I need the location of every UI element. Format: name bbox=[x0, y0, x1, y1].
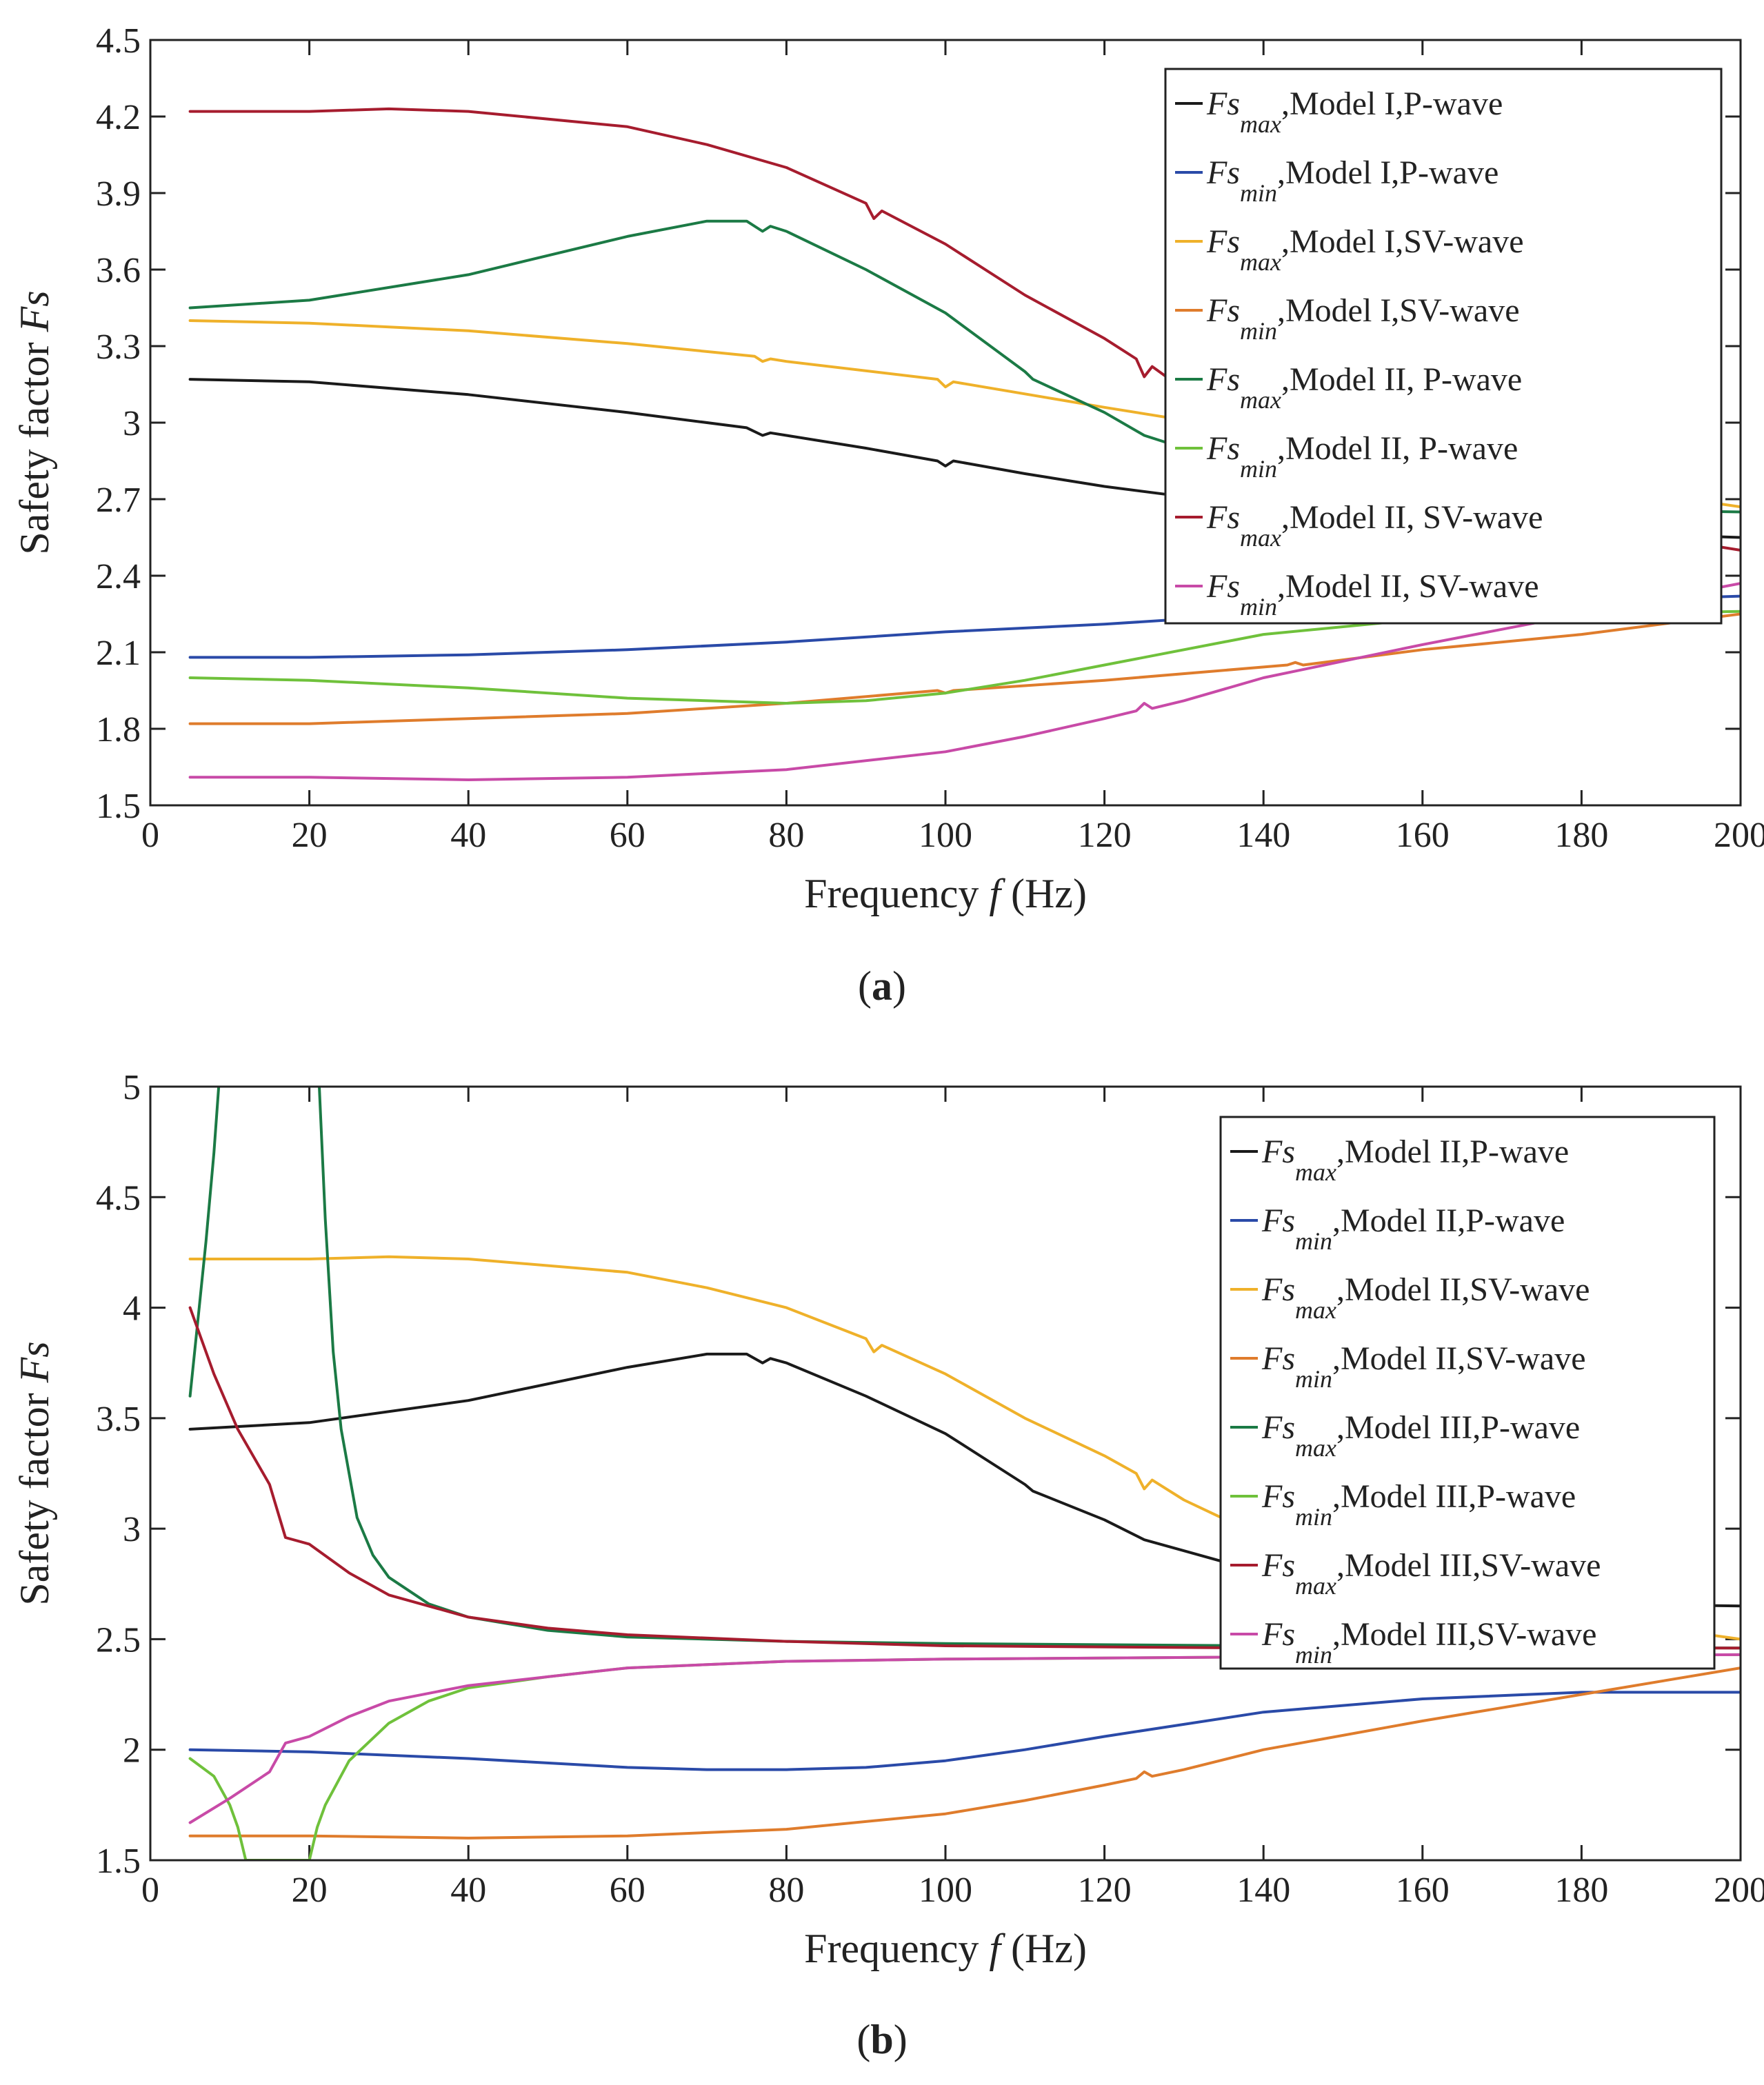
panel-b-legend-entry-2: Fsmin,Model II,P-wave bbox=[1261, 1202, 1565, 1255]
panel-a-series-line-6 bbox=[188, 610, 1741, 705]
panel-a-xtick-label: 160 bbox=[1396, 816, 1450, 855]
panel-b-ytick-label: 3 bbox=[123, 1510, 141, 1549]
panel-b-series-line-7 bbox=[188, 1306, 1741, 1650]
panel-a-xtick-label: 120 bbox=[1078, 816, 1132, 855]
panel-b-xtick-label: 200 bbox=[1714, 1871, 1764, 1910]
panel-a-legend-entry-8: Fsmin,Model II, SV-wave bbox=[1206, 568, 1539, 621]
panel-b-legend-box bbox=[1219, 1116, 1716, 1670]
panel-b-legend-entry-5: Fsmax,Model III,P-wave bbox=[1261, 1409, 1580, 1462]
panel-b-xtick-label: 140 bbox=[1236, 1871, 1290, 1910]
panel-b-xtick-label: 80 bbox=[768, 1871, 804, 1910]
panel-a-xtick-label: 140 bbox=[1236, 816, 1290, 855]
panel-b-ytick-label: 4.5 bbox=[96, 1178, 141, 1218]
panel-a-legend: Fsmax,Model I,P-wave Fsmin,Model I,P-wave… bbox=[1164, 68, 1723, 625]
panel-a-legend-entry-4: Fsmin,Model I,SV-wave bbox=[1206, 292, 1520, 345]
panel-b-y-axis-title: Safety factor Fs bbox=[12, 1341, 57, 1605]
panel-b-xtick-label: 100 bbox=[919, 1871, 972, 1910]
panel-a-legend-entry-3: Fsmax,Model I,SV-wave bbox=[1206, 223, 1524, 276]
panel-a-legend-entry-6: Fsmin,Model II, P-wave bbox=[1206, 430, 1518, 483]
panel-a-xtick-label: 60 bbox=[610, 816, 645, 855]
panel-a-ytick-label: 2.1 bbox=[96, 634, 141, 673]
panel-b-chart: 0 20 40 60 80 100 120 140 160 180 200 1.5 2 2.5 3 3.5 4 4… bbox=[12, 1068, 1764, 1971]
panel-b-axes-frame bbox=[149, 1085, 1742, 1862]
panel-a-ytick-label: 1.5 bbox=[96, 787, 141, 826]
panel-a-chart: 0 20 40 60 80 100 120 140 160 180 200 1.5 1.8 2.1 2.4 2… bbox=[12, 21, 1764, 916]
panel-b-legend-entry-4: Fsmin,Model II,SV-wave bbox=[1261, 1340, 1586, 1393]
panel-a-xtick-label: 80 bbox=[768, 816, 804, 855]
panel-b-xtick-label: 20 bbox=[292, 1871, 328, 1910]
panel-a-ytick-label: 3 bbox=[123, 404, 141, 443]
panel-a-x-axis-title: Frequency f (Hz) bbox=[804, 871, 1087, 916]
panel-b-ytick-label: 5 bbox=[123, 1068, 141, 1107]
panel-b-ytick-label: 1.5 bbox=[96, 1842, 141, 1881]
panel-b-xtick-label: 120 bbox=[1078, 1871, 1132, 1910]
panel-b-xtick-label: 60 bbox=[610, 1871, 645, 1910]
panel-a-xtick-label: 200 bbox=[1714, 816, 1764, 855]
panel-a-ytick-label: 2.7 bbox=[96, 481, 141, 520]
panel-b-xtick-label: 40 bbox=[450, 1871, 486, 1910]
panel-b-ytick-label: 3.5 bbox=[96, 1400, 141, 1439]
panel-b-legend-entry-1: Fsmax,Model II,P-wave bbox=[1261, 1134, 1569, 1186]
panel-b-label: (b) bbox=[856, 2017, 907, 2062]
panel-b-legend-entry-3: Fsmax,Model II,SV-wave bbox=[1261, 1271, 1590, 1324]
panel-b-xtick-label: 160 bbox=[1396, 1871, 1450, 1910]
panel-b-legend-entry-6: Fsmin,Model III,P-wave bbox=[1261, 1478, 1576, 1531]
panel-a-ytick-label: 1.8 bbox=[96, 710, 141, 749]
panel-a-ytick-label: 3.3 bbox=[96, 328, 141, 367]
panel-a-ytick-label: 2.4 bbox=[96, 557, 141, 596]
panel-a-legend-entry-2: Fsmin,Model I,P-wave bbox=[1206, 154, 1499, 207]
panel-a-axes-frame bbox=[149, 39, 1742, 807]
panel-b-x-axis-title: Frequency f (Hz) bbox=[804, 1926, 1087, 1971]
panel-a-xtick-label: 100 bbox=[919, 816, 972, 855]
panel-a-xtick-label: 180 bbox=[1554, 816, 1608, 855]
panel-a-legend-entry-1: Fsmax,Model I,P-wave bbox=[1206, 85, 1503, 138]
panel-a-series-line-8 bbox=[188, 582, 1741, 781]
panel-a-label: (a) bbox=[858, 963, 906, 1009]
panel-a-y-axis-title: Safety factor Fs bbox=[12, 290, 57, 554]
panel-b-legend: Fsmax,Model II,P-wave Fsmin,Model II,P-wa… bbox=[1219, 1116, 1716, 1670]
panel-a-xtick-label: 0 bbox=[141, 816, 159, 855]
panel-b-legend-entry-8: Fsmin,Model III,SV-wave bbox=[1261, 1616, 1596, 1669]
panel-a-xtick-label: 20 bbox=[292, 816, 328, 855]
panel-a-ytick-label: 3.9 bbox=[96, 174, 141, 214]
panel-a-legend-entry-7: Fsmax,Model II, SV-wave bbox=[1206, 499, 1543, 552]
panel-b-ytick-label: 4 bbox=[123, 1289, 141, 1329]
panel-b-series-line-8 bbox=[188, 1653, 1741, 1824]
panel-b-xtick-label: 0 bbox=[141, 1871, 159, 1910]
panel-a-legend-box bbox=[1164, 68, 1723, 625]
panel-a-ytick-label: 3.6 bbox=[96, 251, 141, 290]
panel-b-xtick-label: 180 bbox=[1554, 1871, 1608, 1910]
panel-a-ytick-label: 4.2 bbox=[96, 98, 141, 137]
panel-a-xtick-label: 40 bbox=[450, 816, 486, 855]
panel-b-series-line-2 bbox=[188, 1691, 1741, 1771]
panel-b-legend-entry-7: Fsmax,Model III,SV-wave bbox=[1261, 1547, 1601, 1600]
panel-b-ytick-label: 2.5 bbox=[96, 1620, 141, 1660]
panel-a-ytick-label: 4.5 bbox=[96, 21, 141, 61]
panel-a-legend-entry-5: Fsmax,Model II, P-wave bbox=[1206, 361, 1522, 414]
panel-b-series-line-4 bbox=[188, 1666, 1741, 1840]
panel-b-ytick-label: 2 bbox=[123, 1731, 141, 1771]
